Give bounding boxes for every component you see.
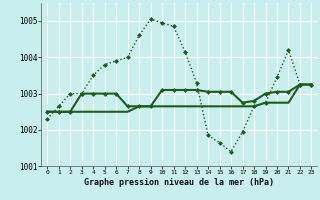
- X-axis label: Graphe pression niveau de la mer (hPa): Graphe pression niveau de la mer (hPa): [84, 178, 274, 187]
